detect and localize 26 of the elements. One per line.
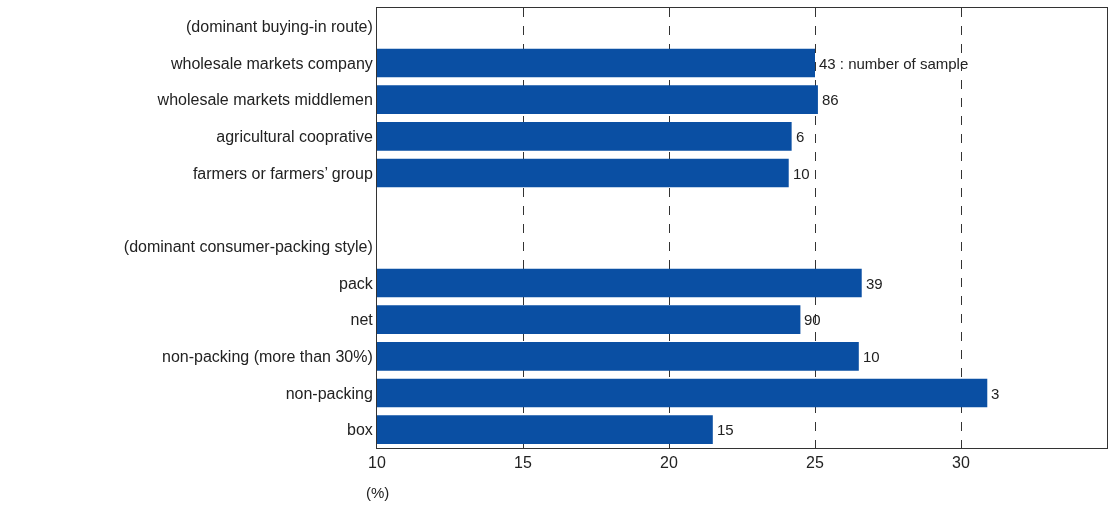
y-tick-label: wholesale markets middlemen — [156, 91, 373, 109]
y-tick-label: box — [347, 421, 373, 439]
annotation: 86 — [822, 91, 839, 108]
annotation: 10 — [793, 165, 810, 182]
annotation: 6 — [796, 128, 805, 145]
annotation: 3 — [991, 385, 1000, 402]
y-tick-label: non-packing — [285, 384, 373, 402]
annotation: 43 : number of sample — [819, 55, 969, 72]
x-tick-label: 10 — [368, 454, 386, 472]
y-tick-label: pack — [339, 274, 374, 292]
y-tick-label: (dominant consumer-packing style) — [123, 237, 373, 255]
y-tick-label: farmers or farmers’ group — [192, 164, 373, 182]
x-tick-label: 25 — [806, 454, 824, 472]
y-tick-label: net — [350, 311, 374, 329]
x-tick-label: 30 — [952, 454, 970, 472]
annotation: 90 — [804, 311, 821, 328]
y-tick-label: (dominant buying-in route) — [186, 17, 373, 35]
annotation: 15 — [717, 421, 734, 438]
y-tick-label: non-packing (more than 30%) — [162, 347, 373, 365]
y-tick-label: wholesale markets company — [169, 54, 373, 72]
x-tick-label: 20 — [660, 454, 678, 472]
annotation: 10 — [863, 348, 880, 365]
x-tick-label: 15 — [514, 454, 532, 472]
y-tick-label: agricultural cooprative — [216, 127, 373, 145]
annotation: 39 — [866, 275, 883, 292]
x-axis-title: (%) — [366, 484, 390, 501]
